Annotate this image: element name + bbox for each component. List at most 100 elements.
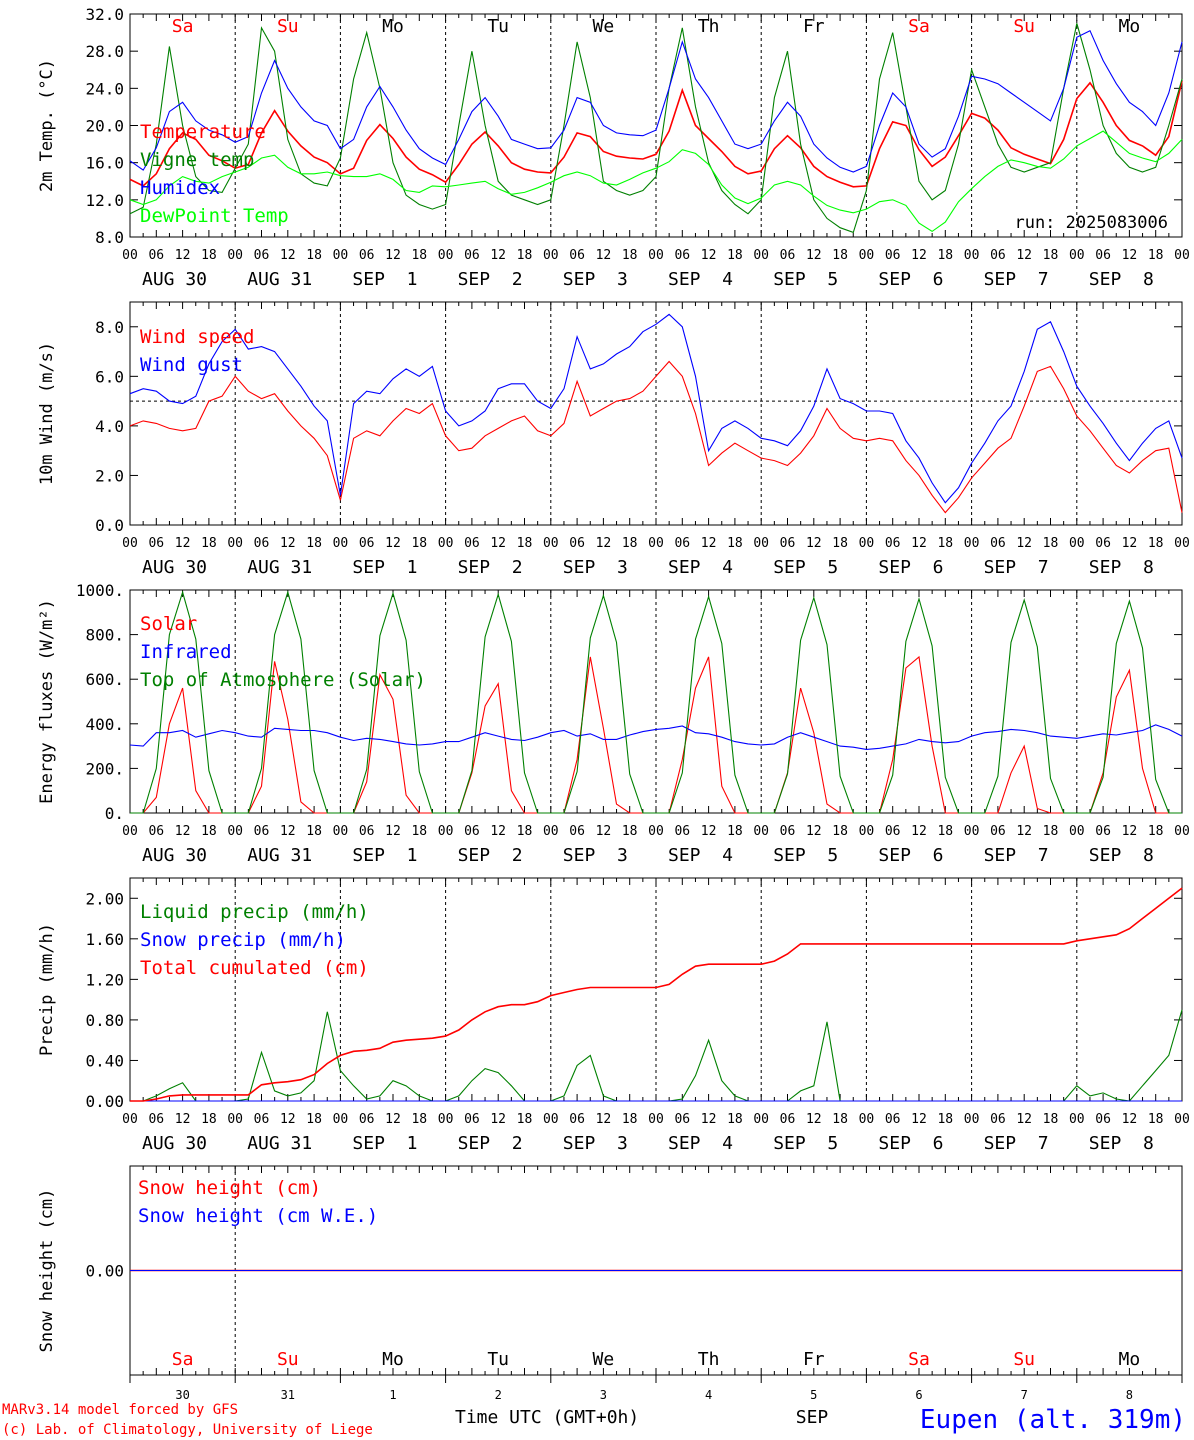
hour-tick-label: 12	[911, 248, 927, 263]
day-number-label: 30	[175, 1388, 189, 1402]
y-tick-label: 16.0	[85, 154, 124, 173]
legend-entry: Snow height (cm)	[138, 1177, 321, 1199]
hour-tick-label: 00	[753, 824, 769, 839]
hour-tick-label: 18	[622, 248, 638, 263]
date-label: SEP 2	[458, 1133, 523, 1154]
hour-tick-label: 00	[964, 1112, 980, 1127]
date-label: SEP 1	[352, 1133, 417, 1154]
y-tick-label: 0.00	[85, 1092, 124, 1111]
hour-tick-label: 12	[280, 824, 296, 839]
date-label: AUG 30	[142, 269, 207, 290]
date-label: SEP 2	[458, 557, 523, 578]
panel-0: 8.0 12.0 16.0 20.0 24.0 28.0 32.0 2m Temp. (°C)…	[37, 5, 1190, 290]
date-label: SEP 6	[878, 1133, 943, 1154]
hour-tick-label: 18	[937, 536, 953, 551]
hour-tick-label: 12	[385, 1112, 401, 1127]
hour-tick-label: 06	[990, 248, 1006, 263]
hour-tick-label: 06	[464, 536, 480, 551]
y-tick-label: 32.0	[85, 5, 124, 24]
hour-tick-label: 18	[411, 536, 427, 551]
hour-tick-label: 18	[832, 536, 848, 551]
hour-tick-label: 00	[438, 824, 454, 839]
run-label: run: 2025083006	[1014, 213, 1168, 233]
date-label: SEP 2	[458, 269, 523, 290]
y-tick-label: 28.0	[85, 42, 124, 61]
hour-tick-label: 18	[411, 248, 427, 263]
hour-tick-label: 12	[806, 536, 822, 551]
hour-tick-label: 00	[648, 536, 664, 551]
hour-tick-label: 18	[1043, 1112, 1059, 1127]
hour-tick-label: 12	[1016, 248, 1032, 263]
date-label: SEP 8	[1089, 845, 1154, 866]
hour-tick-label: 06	[254, 248, 270, 263]
hour-tick-label: 18	[727, 824, 743, 839]
hour-tick-label: 18	[201, 536, 217, 551]
hour-tick-label: 18	[411, 1112, 427, 1127]
hour-tick-label: 18	[201, 1112, 217, 1127]
legend-entry: Infrared	[140, 641, 232, 663]
hour-tick-label: 18	[1148, 824, 1164, 839]
hour-tick-label: 18	[622, 536, 638, 551]
hour-tick-label: 00	[964, 248, 980, 263]
y-axis-label: Energy fluxes (W/m²)	[37, 599, 57, 804]
hour-tick-label: 06	[885, 1112, 901, 1127]
hour-tick-label: 06	[148, 824, 164, 839]
y-tick-label: 8.0	[95, 318, 124, 337]
y-tick-label: 0.00	[85, 1262, 124, 1281]
weekday-label: Sa	[172, 16, 194, 37]
hour-tick-label: 06	[359, 1112, 375, 1127]
hour-tick-label: 18	[1148, 248, 1164, 263]
panel-frame	[129, 13, 1183, 238]
hour-tick-label: 06	[569, 1112, 585, 1127]
date-label: SEP 6	[878, 845, 943, 866]
date-label: AUG 31	[247, 845, 312, 866]
date-label: SEP 3	[563, 1133, 628, 1154]
hour-tick-label: 00	[227, 536, 243, 551]
hour-tick-label: 18	[832, 248, 848, 263]
date-label: SEP 6	[878, 557, 943, 578]
hour-tick-label: 06	[569, 824, 585, 839]
hour-tick-label: 00	[1174, 536, 1190, 551]
date-label: SEP 7	[984, 845, 1049, 866]
hour-tick-label: 06	[148, 1112, 164, 1127]
legend-entry: Liquid precip (mm/h)	[140, 901, 369, 923]
hour-tick-label: 06	[990, 824, 1006, 839]
day-number-label: 5	[810, 1388, 817, 1402]
date-label: SEP 3	[563, 269, 628, 290]
hour-tick-label: 12	[175, 536, 191, 551]
date-label: SEP 5	[773, 1133, 838, 1154]
y-tick-label: 12.0	[85, 191, 124, 210]
hour-tick-label: 06	[1095, 1112, 1111, 1127]
hour-tick-label: 18	[306, 248, 322, 263]
hour-tick-label: 18	[306, 536, 322, 551]
hour-tick-label: 00	[964, 824, 980, 839]
y-tick-label: 400.	[85, 715, 124, 734]
hour-tick-label: 00	[122, 1112, 138, 1127]
hour-tick-label: 12	[175, 248, 191, 263]
y-tick-label: 8.0	[95, 228, 124, 247]
hour-tick-label: 12	[1122, 824, 1138, 839]
day-number-label: 31	[281, 1388, 295, 1402]
date-label: SEP 3	[563, 845, 628, 866]
legend-entry: Solar	[140, 613, 197, 635]
hour-tick-label: 06	[1095, 536, 1111, 551]
hour-tick-label: 18	[1148, 536, 1164, 551]
hour-tick-label: 12	[701, 824, 717, 839]
hour-tick-label: 06	[780, 1112, 796, 1127]
weekday-label: Tu	[487, 1349, 509, 1370]
date-label: SEP 4	[668, 1133, 733, 1154]
weekday-label: Mo	[1119, 16, 1141, 37]
date-label: SEP 5	[773, 269, 838, 290]
hour-tick-label: 06	[885, 824, 901, 839]
hour-tick-label: 12	[490, 248, 506, 263]
day-number-label: 1	[389, 1388, 396, 1402]
legend-entry: Snow precip (mm/h)	[140, 929, 346, 951]
hour-tick-label: 00	[227, 248, 243, 263]
station-label: Eupen (alt. 319m)	[920, 1405, 1186, 1435]
hour-tick-label: 12	[1122, 1112, 1138, 1127]
hour-tick-label: 00	[648, 1112, 664, 1127]
hour-tick-label: 06	[254, 1112, 270, 1127]
date-label: SEP 8	[1089, 1133, 1154, 1154]
date-label: AUG 30	[142, 845, 207, 866]
